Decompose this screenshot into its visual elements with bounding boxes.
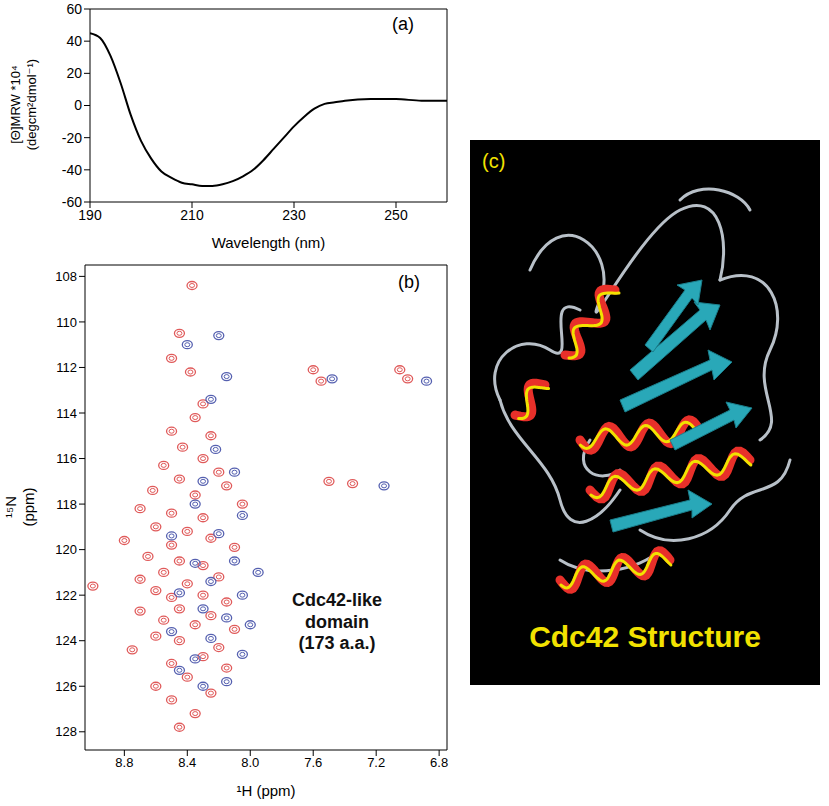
- svg-text:7.6: 7.6: [304, 755, 322, 770]
- svg-text:8.8: 8.8: [115, 755, 133, 770]
- svg-text:-60: -60: [62, 194, 82, 210]
- svg-text:114: 114: [56, 406, 77, 421]
- svg-text:120: 120: [55, 542, 77, 557]
- svg-text:118: 118: [56, 497, 77, 512]
- svg-text:112: 112: [56, 360, 77, 375]
- html-text:(b): (b): [398, 272, 420, 292]
- html-text:[Θ]MRW *10⁴: [Θ]MRW *10⁴: [8, 65, 24, 145]
- html-text:(ppm): (ppm): [20, 487, 37, 527]
- svg-text:8.0: 8.0: [241, 755, 259, 770]
- svg-text:Wavelength (nm): Wavelength (nm): [212, 234, 326, 251]
- html-text:Cdc42 Structure: Cdc42 Structure: [529, 620, 761, 653]
- svg-text:8.4: 8.4: [178, 755, 196, 770]
- html-text:(a): (a): [392, 14, 414, 34]
- svg-text:6.8: 6.8: [430, 755, 448, 770]
- html-text:(degcm²dmol⁻¹): (degcm²dmol⁻¹): [24, 59, 39, 151]
- svg-text:210: 210: [180, 207, 204, 223]
- svg-text:7.2: 7.2: [367, 755, 385, 770]
- svg-text:116: 116: [56, 451, 77, 466]
- svg-text:122: 122: [55, 588, 77, 603]
- svg-text:126: 126: [55, 679, 77, 694]
- svg-text:0: 0: [74, 97, 82, 113]
- svg-text:40: 40: [66, 33, 82, 49]
- svg-text:190: 190: [78, 206, 102, 223]
- svg-text:20: 20: [66, 65, 82, 81]
- svg-text:250: 250: [384, 207, 408, 223]
- svg-text:108: 108: [55, 269, 77, 284]
- svg-text:60: 60: [66, 1, 82, 17]
- svg-text:-40: -40: [62, 162, 82, 178]
- svg-text:124: 124: [55, 633, 77, 648]
- svg-text:230: 230: [282, 207, 306, 223]
- html-text:(173 a.a.): (173 a.a.): [298, 633, 376, 654]
- svg-text:-20: -20: [62, 130, 82, 146]
- svg-text:110: 110: [56, 315, 77, 330]
- html-text:Cdc42-like: Cdc42-like: [292, 590, 382, 610]
- svg-text:128: 128: [55, 724, 77, 739]
- html-text:(c): (c): [482, 150, 506, 172]
- svg-text:¹H (ppm): ¹H (ppm): [236, 782, 295, 799]
- html-text:¹⁵N: ¹⁵N: [2, 496, 19, 518]
- html-text:domain: domain: [305, 611, 369, 632]
